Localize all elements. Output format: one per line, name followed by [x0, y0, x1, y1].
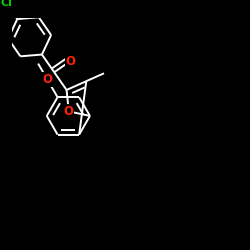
Text: O: O	[42, 73, 52, 86]
Text: O: O	[65, 55, 75, 68]
Text: Cl: Cl	[0, 0, 12, 8]
Text: O: O	[64, 105, 74, 118]
